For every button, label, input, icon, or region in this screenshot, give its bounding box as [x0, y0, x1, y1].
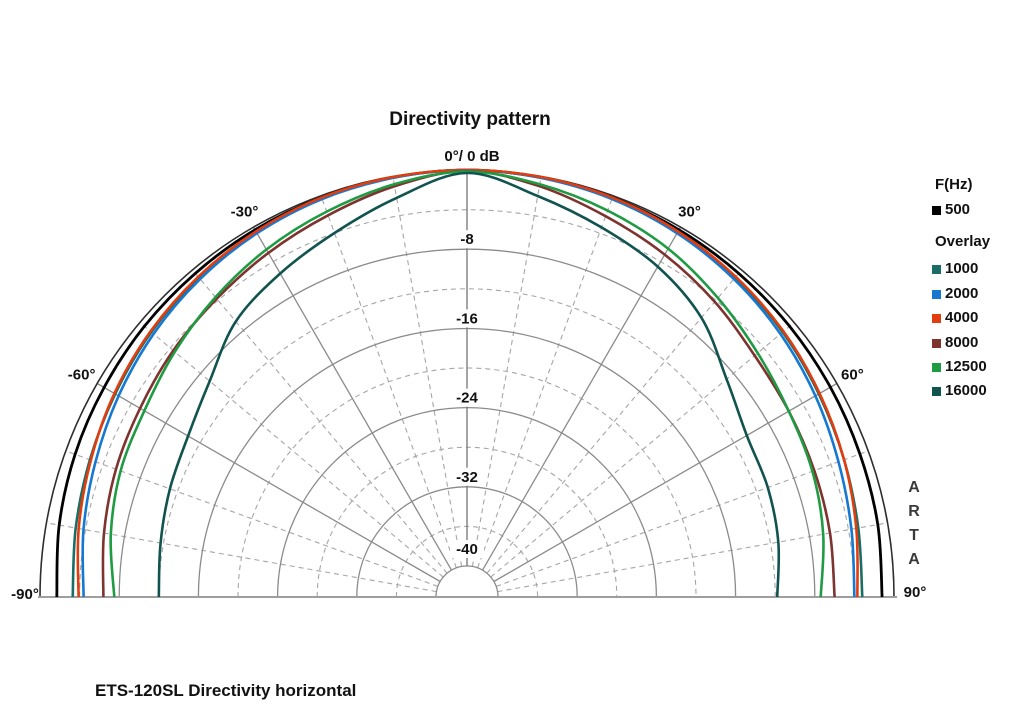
- legend-label-1000: 1000: [945, 260, 979, 277]
- grid-ring-dashed: [237, 367, 697, 598]
- grid-radial-dashed: [192, 269, 448, 574]
- db-label-backing: [450, 540, 484, 558]
- db-tick-label: -32: [456, 469, 478, 486]
- legend-swatch-12500: [932, 362, 941, 372]
- legend-label-16000: 16000: [945, 382, 987, 399]
- legend-item-500: 500: [932, 200, 970, 220]
- legend-label-8000: 8000: [945, 334, 979, 351]
- apex-angle-label: 0°/ 0 dB: [444, 148, 500, 165]
- grid-radial-solid: [96, 382, 441, 583]
- grid-radial-solid: [481, 226, 682, 571]
- series-curve-16000: [157, 171, 781, 598]
- center-hole: [435, 565, 499, 598]
- legend-swatch-1000: [932, 264, 941, 274]
- legend-label-2000: 2000: [945, 285, 979, 302]
- legend-item-2000: 2000: [932, 284, 978, 304]
- grid-radial-dashed: [477, 195, 614, 569]
- db-tick-label: -40: [456, 541, 478, 558]
- grid-radial-dashed: [497, 522, 888, 593]
- db-label-backing: [450, 388, 484, 407]
- db-tick-label: -24: [456, 390, 478, 407]
- angle-tick-label: -30°: [231, 204, 259, 221]
- legend-label-4000: 4000: [945, 309, 979, 326]
- chart-title: Directivity pattern: [389, 109, 551, 130]
- grid-radial-solid: [493, 382, 838, 583]
- watermark-letter: A: [908, 551, 920, 568]
- watermark-letter: R: [908, 503, 920, 520]
- legend-item-8000: 8000: [932, 333, 978, 353]
- grid-radial-dashed: [471, 176, 542, 567]
- legend-item-4000: 4000: [932, 308, 978, 328]
- grid-radial-dashed: [495, 450, 869, 587]
- watermark-letter: A: [908, 479, 920, 496]
- angle-tick-label: -60°: [68, 367, 96, 384]
- db-label-backing: [454, 230, 480, 249]
- grid-radial-dashed: [392, 176, 463, 567]
- legend-swatch-4000: [932, 313, 941, 323]
- db-label-backing: [450, 309, 484, 328]
- legend-label-500: 500: [945, 201, 971, 218]
- grid-radial-dashed: [320, 195, 457, 569]
- series-curve-12500: [109, 170, 825, 598]
- db-tick-label: -16: [456, 310, 478, 327]
- legend-swatch-8000: [932, 338, 941, 348]
- grid-radial-dashed: [65, 450, 439, 587]
- chart-caption: ETS-120SL Directivity horizontal: [95, 681, 357, 700]
- db-label-backing: [450, 467, 484, 486]
- legend-swatch-500: [932, 205, 941, 215]
- grid-radial-dashed: [486, 269, 742, 574]
- legend-item-1000: 1000: [932, 259, 978, 279]
- legend-frequency-heading: F(Hz): [935, 176, 973, 193]
- legend-label-12500: 12500: [945, 358, 987, 375]
- grid-radial-dashed: [139, 322, 444, 578]
- legend: F(Hz) 500 Overlay 1000 2000 4000 8000 12500 1…: [932, 0, 1024, 420]
- watermark-letter: T: [909, 527, 919, 544]
- grid-radial-solid: [252, 226, 453, 571]
- legend-overlay-heading: Overlay: [935, 233, 991, 250]
- legend-item-12500: 12500: [932, 357, 987, 377]
- db-tick-label: -8: [460, 231, 473, 248]
- legend-swatch-2000: [932, 289, 941, 299]
- angle-tick-label: 30°: [678, 204, 701, 221]
- grid-radial-dashed: [490, 322, 795, 578]
- legend-item-16000: 16000: [932, 381, 987, 401]
- angle-tick-label: 90°: [904, 584, 927, 601]
- grid-radial-dashed: [46, 522, 437, 593]
- angle-tick-label: 60°: [841, 367, 864, 384]
- legend-swatch-16000: [932, 386, 941, 396]
- angle-tick-label: -90°: [11, 586, 39, 603]
- grid-ring-dashed: [79, 209, 855, 598]
